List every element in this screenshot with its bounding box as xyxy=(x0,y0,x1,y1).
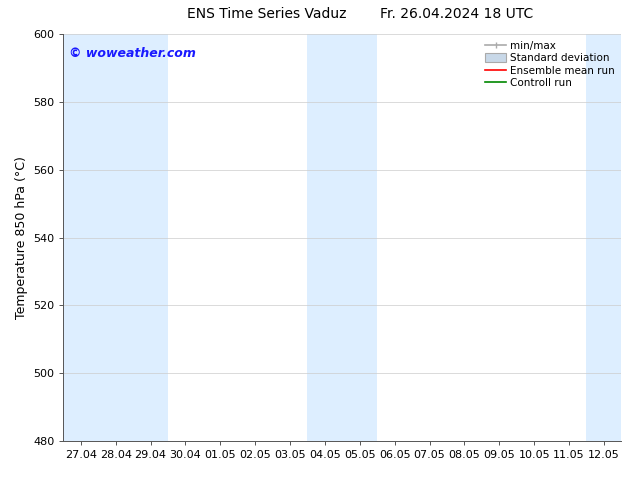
Text: © woweather.com: © woweather.com xyxy=(69,47,196,59)
Bar xyxy=(586,34,621,441)
Text: ENS Time Series Vaduz: ENS Time Series Vaduz xyxy=(186,7,346,22)
Text: Fr. 26.04.2024 18 UTC: Fr. 26.04.2024 18 UTC xyxy=(380,7,533,22)
Bar xyxy=(63,34,98,441)
Bar xyxy=(307,34,342,441)
Bar xyxy=(133,34,168,441)
Legend: min/max, Standard deviation, Ensemble mean run, Controll run: min/max, Standard deviation, Ensemble me… xyxy=(482,37,618,92)
Bar xyxy=(98,34,133,441)
Bar xyxy=(342,34,377,441)
Y-axis label: Temperature 850 hPa (°C): Temperature 850 hPa (°C) xyxy=(15,156,27,319)
